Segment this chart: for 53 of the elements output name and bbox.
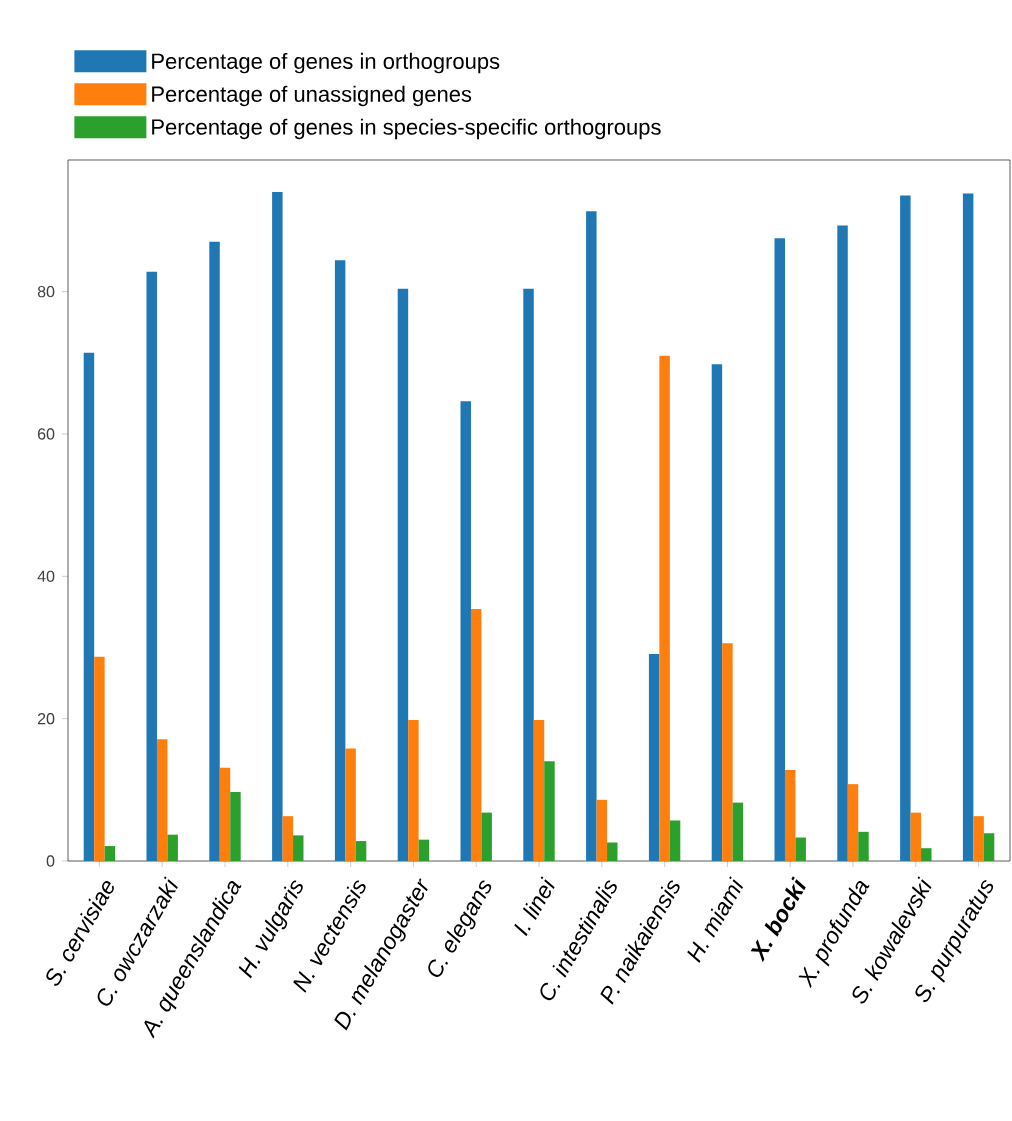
bar [293,835,304,862]
bar [460,401,471,862]
legend-label: Percentage of genes in orthogroups [152,52,500,74]
bar [230,791,241,862]
bar [470,609,482,862]
bar [711,364,723,862]
bar [596,799,608,862]
bar [607,842,618,862]
y-tick-label: 20 [37,712,55,725]
bar [648,653,660,862]
legend-label: Percentage of genes in species-specific orthogroups [152,118,661,140]
bar [418,839,430,862]
bar [334,260,346,862]
y-tick-label: 60 [37,428,55,440]
bar [659,355,670,862]
bar [272,192,283,862]
bar [921,848,932,862]
bar [209,241,220,862]
y-tick-label: 40 [37,570,55,582]
bar [722,643,733,862]
bar [345,748,356,862]
bar [282,816,294,862]
bar [167,834,178,862]
bar [962,193,974,862]
bar [847,784,859,862]
bar [83,352,95,862]
bar [837,225,848,862]
bar [669,820,681,862]
bar [910,812,922,862]
bar [94,656,105,862]
bar [533,720,545,862]
bar [104,846,116,862]
bar [219,767,231,862]
bar [900,195,911,862]
y-tick-label: 80 [37,285,55,298]
bar [795,837,806,862]
legend-label: Percentage of unassigned genes [152,85,472,107]
bar [973,816,984,862]
bar [355,841,367,862]
y-tick-label: 0 [46,855,55,867]
bar [858,831,869,862]
bar [586,211,597,862]
bar [408,720,419,862]
bar [784,769,796,862]
bar [732,802,744,862]
bar [146,271,157,862]
bar [523,288,534,862]
bar [544,761,555,862]
bar [481,812,492,862]
bar [774,238,785,862]
bar [983,833,995,862]
bar [397,288,409,862]
bar [156,739,168,862]
